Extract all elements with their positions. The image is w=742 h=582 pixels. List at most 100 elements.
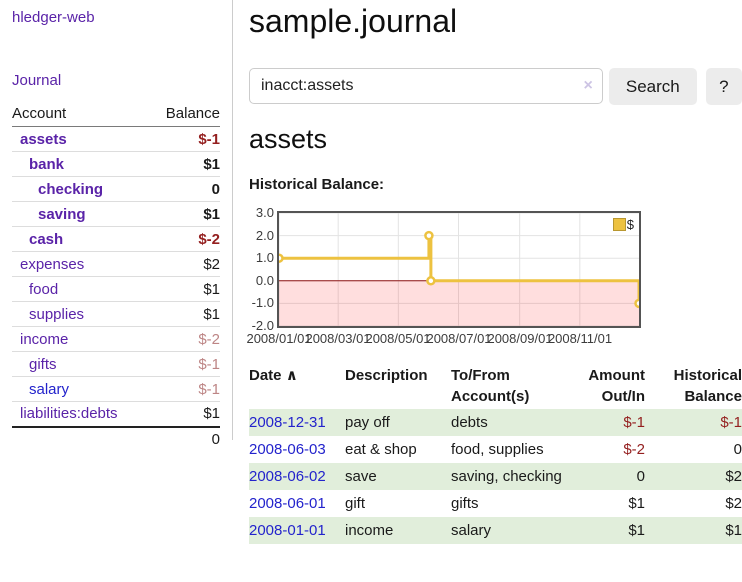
- legend-swatch-icon: [612, 218, 626, 231]
- y-tick-label: 3.0: [255, 205, 274, 220]
- account-balance: $-2: [149, 226, 220, 252]
- account-balance: $-2: [149, 326, 220, 352]
- account-balance: $-1: [198, 130, 220, 148]
- account-balance: $1: [149, 276, 220, 302]
- x-tick-label: 2008/01/01: [246, 331, 312, 346]
- transaction-balance: $1: [725, 522, 742, 539]
- register-header-date[interactable]: Date ∧: [249, 363, 345, 409]
- account-balance: $-1: [149, 376, 220, 402]
- clear-search-icon[interactable]: ×: [583, 77, 593, 94]
- y-tick-label: 1.0: [255, 250, 274, 265]
- account-heading: assets: [249, 124, 328, 154]
- y-tick-label: 2.0: [255, 228, 274, 243]
- transaction-amount: $1: [628, 522, 645, 539]
- account-row-bank: bank $1: [12, 151, 220, 177]
- account-balance: $1: [149, 301, 220, 327]
- account-row-cash: cash $-2: [12, 226, 220, 252]
- account-link-saving[interactable]: saving: [38, 205, 86, 223]
- register-table: Date ∧ Description To/From Account(s) Am…: [249, 363, 742, 544]
- account-row-income: income $-2: [12, 326, 220, 352]
- accounts-table-header: Account Balance: [12, 102, 220, 127]
- x-tick-label: 2008/05/01: [365, 331, 431, 346]
- account-link-expenses[interactable]: expenses: [20, 255, 85, 273]
- transaction-description: income: [345, 522, 394, 539]
- account-balance: $1: [149, 201, 220, 227]
- transaction-date-link[interactable]: 2008-06-03: [249, 441, 326, 458]
- transaction-description: gift: [345, 495, 366, 512]
- transaction-accounts: debts: [451, 414, 488, 431]
- register-row: 2008-01-01 income salary $1 $1: [249, 517, 742, 544]
- account-balance: $1: [149, 151, 220, 177]
- x-tick-label: 2008/03/01: [305, 331, 371, 346]
- transaction-description: eat & shop: [345, 441, 417, 458]
- y-tick-label: -1.0: [251, 295, 274, 310]
- transaction-balance: $-1: [720, 414, 742, 431]
- register-header-description: Description: [345, 367, 428, 384]
- register-row: 2008-06-01 gift gifts $1 $2: [249, 490, 742, 517]
- balance-line-chart: [279, 213, 639, 326]
- register-header-balance: Historical Balance: [673, 367, 742, 405]
- chart-title: Historical Balance:: [249, 176, 385, 193]
- search-button[interactable]: Search: [608, 68, 697, 105]
- account-balance: $2: [149, 251, 220, 277]
- page-title: sample.journal: [249, 3, 458, 39]
- transaction-date-link[interactable]: 2008-01-01: [249, 522, 326, 539]
- transaction-accounts: food, supplies: [451, 441, 544, 458]
- sidebar-item-journal[interactable]: Journal: [12, 72, 62, 89]
- chart-plot-area[interactable]: $: [277, 211, 641, 328]
- register-header-amount: Amount Out/In: [588, 367, 645, 405]
- account-row-food: food $1: [12, 276, 220, 302]
- x-tick-label: 2008/09/01: [487, 331, 553, 346]
- account-row-gifts: gifts $-1: [12, 351, 220, 377]
- main-content: sample.journal × Search ? assets Histori…: [234, 0, 742, 544]
- account-balance: 0: [149, 176, 220, 202]
- legend-label: $: [626, 217, 634, 232]
- transaction-description: pay off: [345, 414, 390, 431]
- account-link-food[interactable]: food: [29, 280, 59, 298]
- transaction-date-link[interactable]: 2008-06-01: [249, 495, 326, 512]
- y-tick-label: 0.0: [255, 273, 274, 288]
- account-link-supplies[interactable]: supplies: [29, 305, 85, 323]
- transaction-accounts: salary: [451, 522, 492, 539]
- transaction-description: save: [345, 468, 377, 485]
- account-row-salary: salary $-1: [12, 376, 220, 402]
- register-row: 2008-12-31 pay off debts $-1 $-1: [249, 409, 742, 436]
- account-row-saving: saving $1: [12, 201, 220, 227]
- date-header-label: Date: [249, 367, 282, 384]
- transaction-balance: $2: [725, 468, 742, 485]
- register-row: 2008-06-03 eat & shop food, supplies $-2…: [249, 436, 742, 463]
- brand-link[interactable]: hledger-web: [12, 9, 95, 26]
- account-balance: $-1: [149, 351, 220, 377]
- x-tick-label: 2008/07/01: [426, 331, 492, 346]
- account-link-bank[interactable]: bank: [29, 155, 65, 173]
- transaction-amount: 0: [636, 468, 645, 485]
- account-link-checking[interactable]: checking: [38, 180, 104, 198]
- account-link-income[interactable]: income: [20, 330, 69, 348]
- account-link-gifts[interactable]: gifts: [29, 355, 57, 373]
- transaction-balance: $2: [725, 495, 742, 512]
- account-link-cash[interactable]: cash: [29, 230, 64, 248]
- account-row-assets: assets $-1: [12, 127, 220, 152]
- transaction-amount: $-2: [623, 441, 645, 458]
- account-link-liabilities-debts[interactable]: liabilities:debts: [20, 405, 118, 423]
- accounts-header-balance: Balance: [149, 102, 220, 127]
- transaction-date-link[interactable]: 2008-06-02: [249, 468, 326, 485]
- account-link-salary[interactable]: salary: [29, 380, 70, 398]
- account-balance: $1: [149, 401, 220, 427]
- search-form: × Search ?: [249, 68, 742, 105]
- historical-balance-chart: 3.0 2.0 1.0 0.0 -1.0 -2.0 $ 2008/01/01 2…: [246, 205, 742, 347]
- transaction-amount: $-1: [623, 414, 645, 431]
- transaction-accounts: saving, checking: [451, 468, 562, 485]
- account-link-assets[interactable]: assets: [20, 130, 67, 148]
- accounts-header-account: Account: [12, 102, 150, 127]
- sidebar: hledger-web Journal Account Balance asse…: [0, 0, 233, 451]
- transaction-amount: $1: [628, 495, 645, 512]
- help-button[interactable]: ?: [705, 68, 742, 105]
- x-tick-label: 2008/11/01: [547, 331, 613, 346]
- account-row-expenses: expenses $2: [12, 251, 220, 277]
- register-row: 2008-06-02 save saving, checking 0 $2: [249, 463, 742, 490]
- register-header-tofrom: To/From Account(s): [451, 367, 530, 405]
- account-row-checking: checking 0: [12, 176, 220, 202]
- search-input[interactable]: [249, 68, 603, 104]
- transaction-date-link[interactable]: 2008-12-31: [249, 414, 326, 431]
